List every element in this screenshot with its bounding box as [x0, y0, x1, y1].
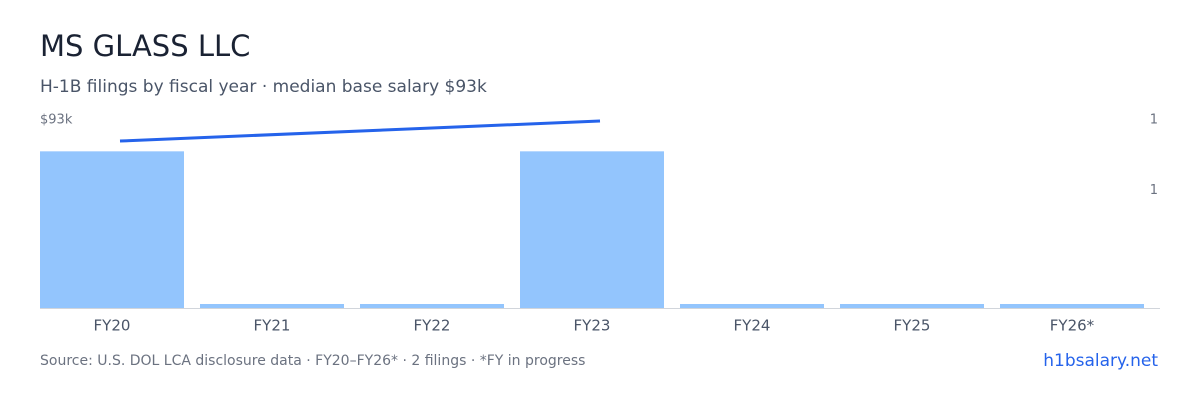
salary-line: [119, 119, 601, 143]
bar: [680, 304, 824, 308]
source-note: Source: U.S. DOL LCA disclosure data · F…: [40, 353, 585, 369]
bar: [360, 304, 504, 308]
bar: [40, 151, 184, 308]
chart-subtitle: H-1B filings by fiscal year · median bas…: [40, 77, 487, 97]
x-tick-label: FY20: [94, 317, 131, 335]
y2-tick-label: 1: [1150, 113, 1158, 128]
bar: [840, 304, 984, 308]
x-tick-label: FY23: [574, 317, 611, 335]
bar: [1000, 304, 1144, 308]
chart-title: MS GLASS LLC: [40, 29, 250, 63]
x-tick-label: FY25: [894, 317, 931, 335]
x-tick-label: FY22: [414, 317, 451, 335]
site-link[interactable]: h1bsalary.net: [1043, 351, 1158, 371]
y2-tick-label: 1: [1150, 183, 1158, 198]
x-tick-label: FY26*: [1050, 317, 1095, 335]
x-tick-label: FY24: [734, 317, 771, 335]
bar: [520, 151, 664, 308]
x-tick-label: FY21: [254, 317, 291, 335]
bar: [200, 304, 344, 308]
y-tick-label: $93k: [40, 113, 73, 128]
